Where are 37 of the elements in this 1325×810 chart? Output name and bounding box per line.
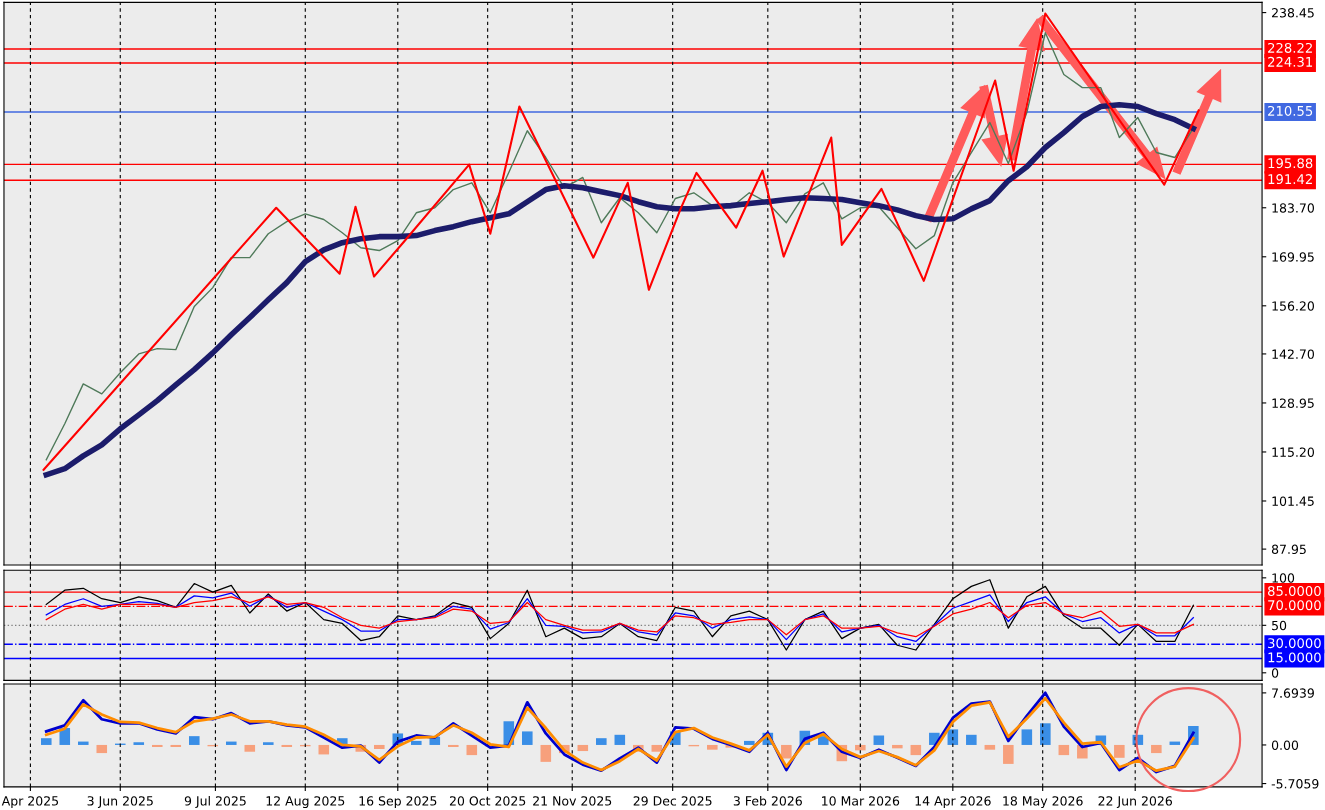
x-tick-label: 29 Dec 2025 [633, 796, 712, 806]
y-tick-label: 238.45 [1272, 8, 1314, 18]
x-tick-label: 12 Aug 2025 [266, 796, 345, 809]
ref-line-label: 191.42 [1268, 174, 1312, 185]
x-tick-label: 3 Jun 2025 [87, 796, 153, 808]
y-tick-label: 101.45 [1272, 496, 1314, 506]
x-tick-label: Apr 2025 [1, 796, 59, 809]
y-tick-label: 0.00 [1271, 740, 1299, 750]
y-tick-label: -5.7059 [1271, 779, 1319, 789]
ref-line-label: 210.55 [1268, 105, 1313, 116]
ref-line-label: 224.31 [1268, 56, 1313, 67]
x-tick-label: 20 Oct 2025 [449, 796, 526, 806]
x-tick-label: 18 May 2026 [1003, 796, 1083, 809]
ref-line-label: 195.88 [1268, 158, 1313, 169]
ref-line-label: 30.0000 [1268, 638, 1321, 649]
x-tick-label: 16 Sep 2025 [359, 796, 437, 809]
x-tick-label: 10 Mar 2026 [822, 796, 900, 806]
y-tick-label: 7.6939 [1272, 688, 1314, 698]
y-tick-label: 169.95 [1272, 252, 1314, 262]
ref-line-label: 228.22 [1268, 42, 1312, 53]
y-tick-label: 100 [1272, 573, 1295, 583]
y-tick-label: 142.70 [1272, 349, 1314, 359]
y-tick-label: 183.70 [1272, 203, 1314, 213]
y-tick-label: 50 [1272, 620, 1287, 631]
ref-line-label: 85.0000 [1267, 585, 1321, 596]
y-tick-label: 87.95 [1271, 544, 1306, 555]
ref-line-label: 15.0000 [1268, 652, 1321, 663]
x-tick-label: 21 Nov 2025 [533, 796, 612, 806]
y-tick-label: 156.20 [1272, 301, 1314, 311]
x-tick-label: 14 Apr 2026 [915, 796, 991, 809]
x-tick-label: 22 Jun 2026 [1098, 796, 1173, 808]
x-tick-label: 9 Jul 2025 [184, 795, 246, 808]
y-tick-label: 0 [1271, 668, 1279, 678]
ref-line-label: 70.0000 [1268, 600, 1321, 611]
y-tick-label: 115.20 [1272, 447, 1314, 457]
y-tick-label: 128.95 [1272, 398, 1314, 408]
x-tick-label: 3 Feb 2026 [733, 795, 802, 806]
